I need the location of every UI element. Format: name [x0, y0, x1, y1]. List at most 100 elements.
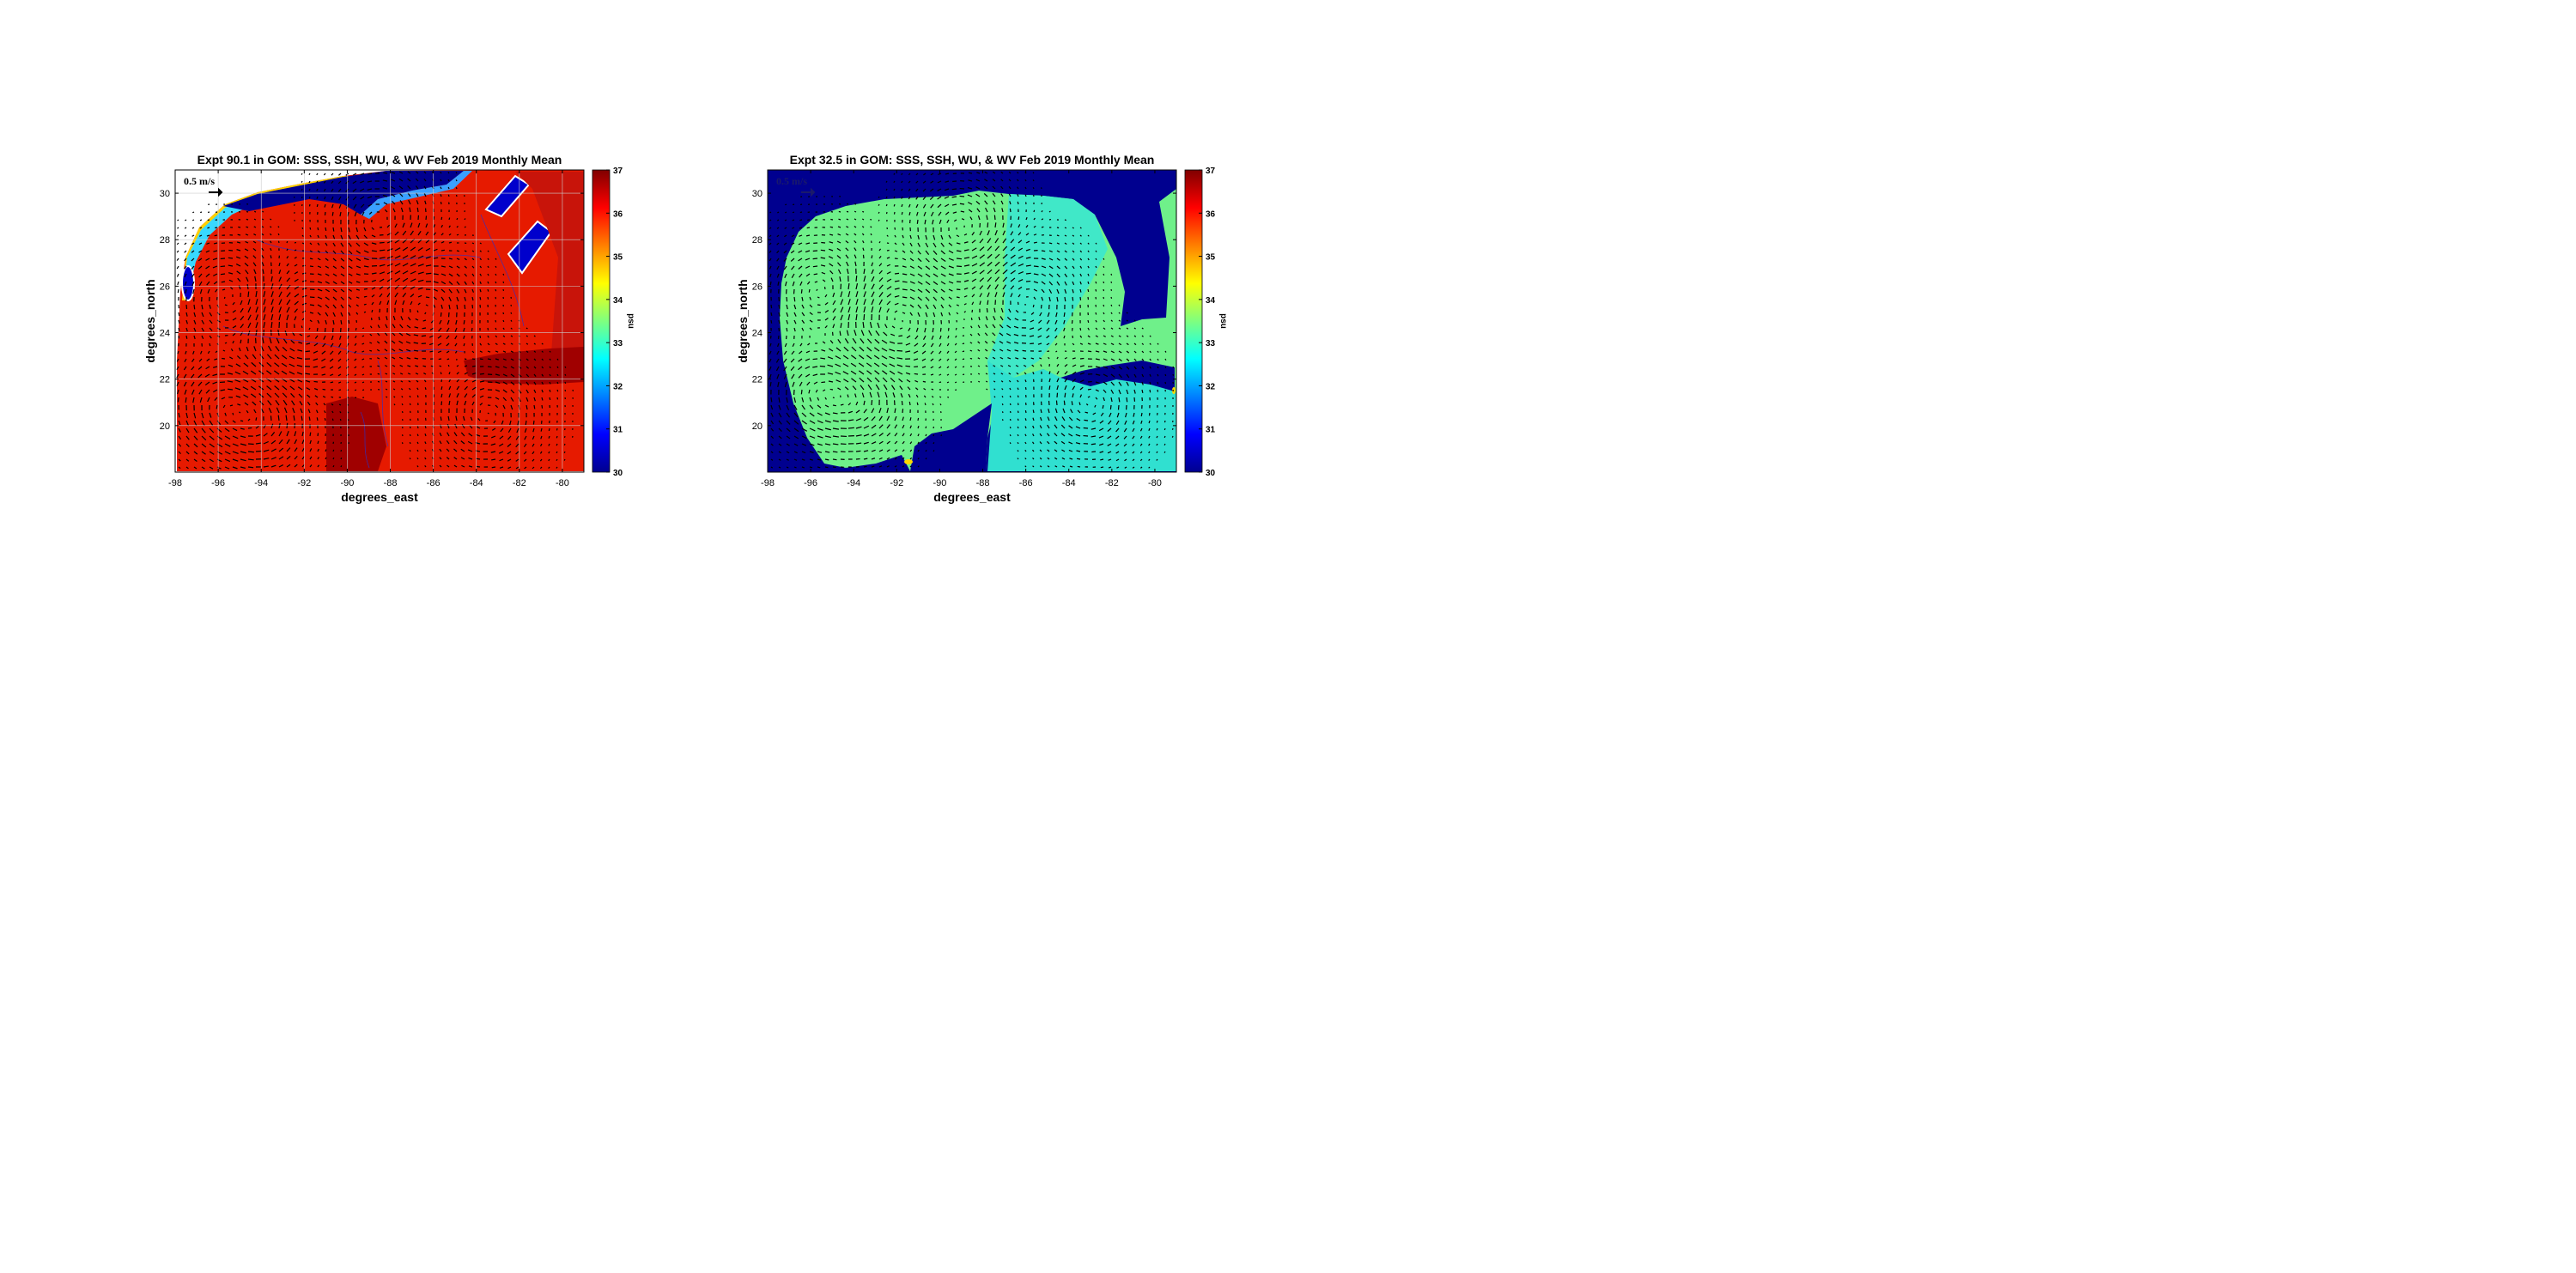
current-vector	[917, 296, 922, 301]
current-vector	[917, 242, 920, 247]
current-vector	[1095, 312, 1097, 315]
current-vector	[286, 292, 291, 298]
current-vector	[392, 208, 396, 213]
current-vector	[908, 327, 911, 331]
current-vector	[417, 255, 424, 259]
current-vector	[379, 271, 386, 275]
current-vector	[793, 296, 796, 302]
current-vector	[502, 281, 505, 283]
current-vector	[906, 379, 911, 383]
current-vector	[425, 215, 428, 221]
current-vector	[946, 366, 950, 369]
current-vector	[178, 435, 182, 440]
current-vector	[863, 269, 866, 275]
current-vector	[1062, 465, 1066, 468]
current-vector	[817, 458, 822, 461]
current-vector	[262, 269, 264, 275]
current-vector	[541, 397, 544, 401]
current-vector	[456, 273, 460, 277]
current-vector	[446, 350, 450, 354]
current-vector	[855, 306, 859, 313]
current-vector	[881, 355, 888, 360]
current-vector	[448, 288, 453, 294]
current-vector	[332, 281, 337, 285]
current-vector	[456, 288, 460, 294]
current-vector	[456, 385, 460, 391]
current-vector	[969, 357, 973, 360]
current-vector	[987, 284, 991, 290]
current-vector	[885, 180, 888, 183]
current-vector	[1079, 372, 1085, 375]
current-vector	[479, 281, 482, 285]
current-vector	[254, 276, 257, 282]
current-vector	[878, 240, 881, 244]
current-vector	[1047, 440, 1050, 445]
current-vector	[423, 379, 427, 383]
current-vector	[1006, 349, 1012, 352]
current-vector	[323, 335, 326, 340]
current-vector	[235, 256, 241, 259]
current-vector	[556, 381, 559, 385]
current-vector	[487, 335, 489, 338]
panel-expt-90-1: Expt 90.1 in GOM: SSS, SSH, WU, & WV Feb…	[143, 153, 635, 504]
current-vector	[406, 349, 411, 352]
current-vector	[801, 327, 805, 331]
current-vector	[332, 265, 337, 270]
current-vector	[548, 466, 550, 469]
current-vector	[417, 247, 423, 252]
current-vector	[1095, 250, 1097, 252]
current-vector	[977, 357, 981, 360]
current-vector	[868, 330, 872, 336]
current-vector	[440, 171, 442, 174]
current-vector	[471, 242, 475, 245]
current-vector	[235, 395, 241, 398]
current-vector	[331, 180, 334, 185]
current-vector	[858, 362, 865, 367]
current-vector	[847, 203, 849, 205]
current-vector	[401, 403, 404, 406]
current-vector	[275, 346, 280, 352]
current-vector	[1060, 424, 1066, 429]
current-vector	[1033, 209, 1036, 213]
current-vector	[214, 397, 218, 402]
current-vector	[1095, 281, 1097, 284]
current-vector	[1133, 327, 1136, 330]
current-vector	[1157, 381, 1159, 385]
current-vector	[940, 265, 946, 270]
current-vector	[786, 458, 789, 461]
current-vector	[1072, 265, 1075, 270]
current-vector	[1014, 318, 1019, 321]
current-vector	[392, 315, 396, 321]
current-vector	[770, 319, 773, 324]
current-vector	[286, 431, 289, 437]
current-vector	[260, 345, 264, 352]
current-vector	[266, 361, 272, 367]
current-vector	[778, 420, 782, 425]
current-vector	[379, 300, 382, 306]
current-vector	[1002, 269, 1008, 275]
current-vector	[909, 258, 914, 262]
current-vector	[236, 241, 241, 244]
x-tick-label: -84	[470, 478, 483, 488]
x-tick-label: -90	[340, 478, 354, 488]
x-axis-label: degrees_east	[341, 490, 418, 504]
current-vector	[838, 218, 841, 221]
current-vector	[809, 404, 814, 409]
y-tick-label: 28	[752, 235, 762, 246]
current-vector	[939, 350, 942, 355]
current-vector	[1018, 239, 1023, 244]
current-vector	[1118, 373, 1122, 379]
current-vector	[792, 211, 795, 214]
current-vector	[433, 248, 438, 252]
current-vector	[1084, 419, 1089, 421]
current-vector	[769, 381, 772, 387]
current-vector	[832, 427, 840, 430]
current-vector	[992, 349, 996, 352]
current-vector	[277, 415, 280, 421]
current-vector	[316, 188, 319, 191]
current-vector	[783, 250, 787, 254]
current-vector	[902, 433, 905, 437]
current-vector	[253, 218, 257, 221]
current-vector	[805, 265, 811, 269]
current-vector	[889, 363, 896, 367]
